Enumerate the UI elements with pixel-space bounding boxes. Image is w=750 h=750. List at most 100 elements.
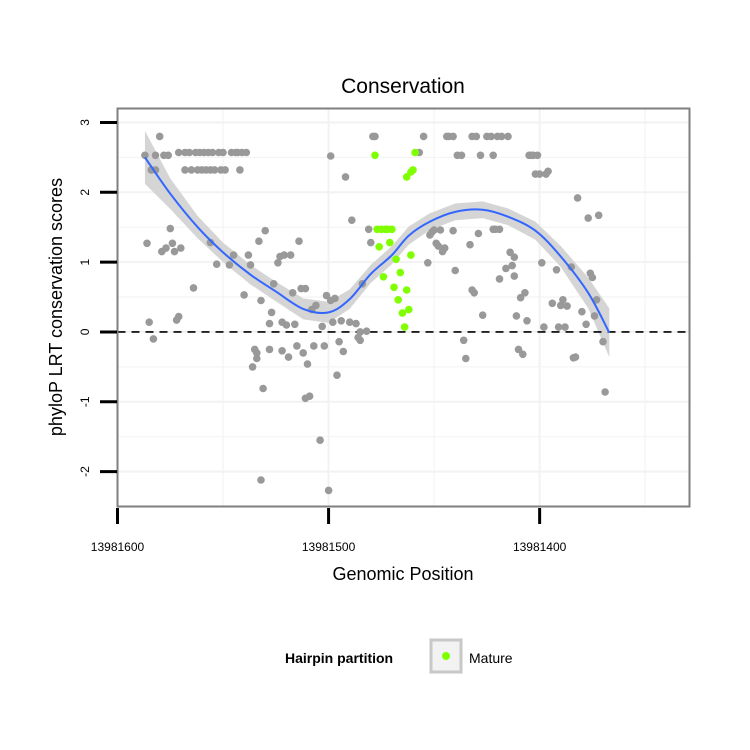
data-point bbox=[459, 336, 468, 345]
data-point bbox=[333, 371, 341, 380]
data-point bbox=[502, 264, 510, 273]
mature-point bbox=[407, 251, 415, 259]
data-point bbox=[331, 294, 339, 303]
data-point bbox=[318, 322, 327, 331]
data-point bbox=[561, 323, 569, 331]
data-point bbox=[210, 166, 219, 174]
data-point bbox=[497, 132, 506, 141]
smooth-curve bbox=[144, 156, 611, 334]
data-point bbox=[269, 280, 278, 288]
x-tick-label: 13981600 bbox=[91, 540, 145, 554]
data-point bbox=[257, 476, 265, 484]
data-point bbox=[248, 363, 257, 371]
data-point bbox=[590, 312, 599, 320]
data-point bbox=[189, 284, 198, 292]
data-point bbox=[521, 289, 529, 297]
data-point bbox=[149, 335, 158, 343]
data-point bbox=[141, 151, 149, 160]
x-axis: 13981600 13981500 13981400 bbox=[91, 508, 567, 554]
data-point bbox=[151, 151, 160, 160]
mature-point bbox=[388, 225, 396, 234]
data-point bbox=[508, 261, 516, 270]
data-point bbox=[533, 151, 542, 160]
data-point bbox=[519, 350, 527, 359]
data-point bbox=[510, 253, 519, 261]
mature-point bbox=[390, 283, 398, 292]
data-point bbox=[155, 132, 164, 141]
data-point bbox=[170, 247, 179, 256]
x-tick-label: 13981400 bbox=[513, 540, 567, 554]
chart-title: Conservation bbox=[341, 75, 465, 98]
legend-title: Hairpin partition bbox=[285, 650, 393, 666]
panel-border bbox=[116, 107, 691, 508]
legend-mature-dot bbox=[442, 652, 450, 660]
data-point bbox=[594, 211, 603, 220]
x-axis-title: Genomic Position bbox=[332, 564, 473, 584]
data-point bbox=[261, 226, 270, 235]
data-point bbox=[301, 284, 310, 293]
data-point bbox=[280, 251, 289, 259]
data-point bbox=[208, 148, 217, 157]
data-point bbox=[514, 345, 523, 354]
data-point bbox=[364, 225, 373, 234]
y-tick-label: 2 bbox=[78, 189, 92, 196]
data-point bbox=[571, 353, 580, 361]
data-point bbox=[540, 323, 548, 331]
data-point bbox=[563, 302, 571, 310]
data-point bbox=[326, 152, 335, 160]
data-point bbox=[229, 251, 238, 259]
legend: Hairpin partition Mature bbox=[285, 638, 513, 674]
data-point bbox=[582, 320, 590, 329]
data-point bbox=[164, 151, 172, 160]
data-point bbox=[177, 244, 185, 252]
data-point bbox=[567, 263, 576, 271]
data-point bbox=[362, 327, 371, 336]
data-point bbox=[599, 337, 607, 346]
data-point bbox=[352, 319, 360, 328]
data-point bbox=[523, 317, 531, 325]
data-point bbox=[310, 342, 318, 350]
data-point bbox=[592, 296, 601, 304]
mature-point bbox=[405, 305, 413, 314]
data-point bbox=[240, 291, 248, 299]
data-point bbox=[143, 239, 151, 248]
data-point bbox=[440, 244, 449, 252]
data-point bbox=[259, 384, 267, 393]
data-point bbox=[436, 226, 445, 234]
mature-point bbox=[409, 166, 417, 174]
data-point bbox=[181, 166, 189, 174]
data-point bbox=[341, 173, 350, 181]
data-point bbox=[339, 347, 348, 356]
data-point bbox=[495, 225, 504, 234]
data-point bbox=[246, 261, 255, 269]
y-tick-label: 0 bbox=[78, 328, 92, 335]
data-point bbox=[244, 251, 253, 259]
data-point bbox=[291, 320, 299, 329]
data-point bbox=[295, 237, 303, 245]
data-point bbox=[544, 167, 552, 176]
data-point bbox=[242, 148, 251, 157]
mature-point bbox=[398, 309, 407, 317]
mature-point bbox=[375, 243, 384, 251]
background-points bbox=[141, 132, 609, 495]
mature-point bbox=[400, 323, 409, 331]
data-point bbox=[356, 336, 365, 345]
data-point bbox=[265, 319, 274, 328]
data-point bbox=[324, 486, 333, 495]
data-point bbox=[162, 244, 170, 252]
data-point bbox=[457, 151, 466, 160]
mature-point bbox=[411, 148, 419, 157]
y-axis: -2 -1 0 1 2 3 bbox=[78, 119, 117, 477]
legend-label-mature: Mature bbox=[469, 650, 513, 666]
data-point bbox=[552, 266, 561, 274]
data-point bbox=[419, 132, 428, 141]
data-point bbox=[367, 238, 375, 247]
data-point bbox=[430, 226, 438, 234]
data-point bbox=[548, 299, 557, 308]
mature-point bbox=[394, 296, 403, 304]
data-point bbox=[320, 342, 329, 350]
data-point bbox=[305, 392, 314, 401]
data-point bbox=[166, 224, 175, 233]
data-point bbox=[470, 289, 479, 297]
data-point bbox=[584, 214, 592, 222]
